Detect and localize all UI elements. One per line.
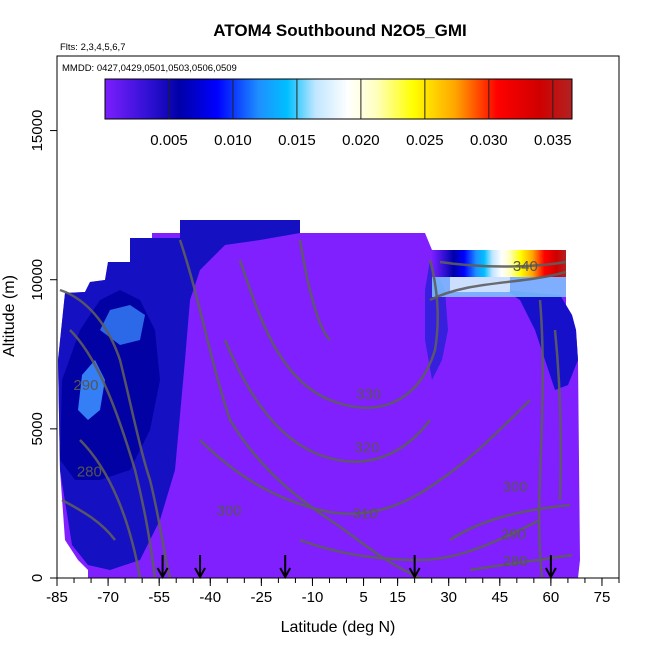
x-tick-label: -70 <box>97 589 119 606</box>
flight-markers <box>156 555 557 580</box>
flight-marker-arrow-icon <box>279 567 292 580</box>
contour-lines <box>59 239 573 578</box>
x-tick-label: 45 <box>491 589 508 606</box>
x-tick-label: 75 <box>594 589 611 606</box>
contour-label: 320 <box>354 440 379 457</box>
plot-frame <box>56 55 620 579</box>
contour-label: 290 <box>73 377 98 394</box>
x-tick-label: -10 <box>302 589 324 606</box>
colorbar-tick-label: 0.005 <box>150 132 188 149</box>
x-tick-label: 15 <box>389 589 406 606</box>
flight-marker-arrow-icon <box>545 567 557 580</box>
flights-subtitle: Flts: 2,3,4,5,6,7 <box>60 42 125 53</box>
contour-label: 280 <box>77 464 102 481</box>
heatmap-lightblue-south2 <box>100 305 145 345</box>
x-axis-label: Latitude (deg N) <box>281 619 396 636</box>
colorbar-tick-label: 0.015 <box>278 132 316 149</box>
y-axis: 0 5000 10000 15000 <box>29 110 57 582</box>
colorbar-box <box>104 78 573 120</box>
chart-title: ATOM4 Southbound N2O5_GMI <box>213 21 466 40</box>
x-tick-label: 30 <box>440 589 457 606</box>
contour-label: 310 <box>353 505 378 522</box>
colorbar-tick-label: 0.020 <box>342 132 380 149</box>
x-tick-label: -25 <box>251 589 273 606</box>
x-axis: -85 -70 -55 -40 -25 -10 5 15 30 45 60 75 <box>46 578 620 606</box>
flight-marker-arrow-icon <box>194 567 206 580</box>
y-tick-label: 15000 <box>29 110 46 152</box>
colorbar-tick-label: 0.030 <box>470 132 508 149</box>
contour-label: 340 <box>513 258 538 275</box>
contour-label: 300 <box>503 478 528 495</box>
colorbar-ticks: 0.005 0.010 0.015 0.020 0.025 0.030 0.035 <box>150 79 572 149</box>
contour-label: 290 <box>501 526 526 543</box>
x-tick-label: -55 <box>148 589 170 606</box>
x-tick-label: -40 <box>199 589 221 606</box>
flight-marker-arrow-icon <box>408 567 421 580</box>
contour-labels: 280 290 300 310 320 330 340 300 290 280 <box>73 258 537 570</box>
colorbar-tick-label: 0.025 <box>406 132 444 149</box>
y-axis-label: Altitude (m) <box>1 275 18 357</box>
y-tick-label: 10000 <box>29 259 46 301</box>
y-tick-label: 0 <box>29 574 46 582</box>
heatmap-field <box>58 220 580 578</box>
y-tick-label: 5000 <box>29 412 46 445</box>
colorbar-tick-label: 0.010 <box>214 132 252 149</box>
x-tick-label: 5 <box>359 589 367 606</box>
x-tick-label: -85 <box>46 589 68 606</box>
colorbar-tick-label: 0.035 <box>534 132 572 149</box>
colorbar: 0.005 0.010 0.015 0.020 0.025 0.030 0.035 <box>104 78 573 149</box>
contour-label: 300 <box>216 502 241 519</box>
x-tick-label: 60 <box>543 589 560 606</box>
contour-label: 330 <box>356 386 381 403</box>
flight-marker-arrow-icon <box>156 567 169 580</box>
contour-label: 280 <box>503 553 528 570</box>
heatmap-lightblue-south <box>78 360 105 420</box>
dates-subtitle: MMDD: 0427,0429,0501,0503,0506,0509 <box>62 63 237 74</box>
